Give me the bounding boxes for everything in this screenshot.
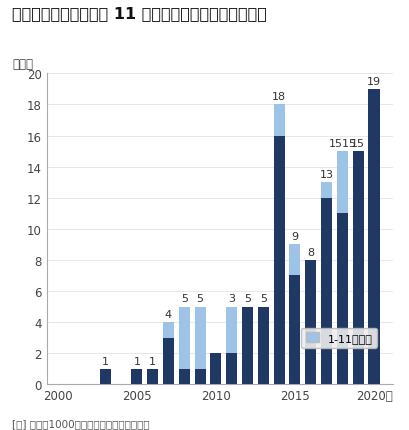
Bar	[258, 307, 269, 384]
Bar	[226, 307, 237, 353]
Text: 4: 4	[165, 309, 172, 319]
Text: 1515: 1515	[328, 139, 356, 149]
Bar	[163, 322, 174, 338]
Bar	[179, 369, 190, 384]
Text: ネイルサロンの倒産は 11 月時点で既に過去最多を更新: ネイルサロンの倒産は 11 月時点で既に過去最多を更新	[12, 6, 267, 22]
Bar	[369, 90, 380, 384]
Bar	[337, 152, 348, 214]
Bar	[163, 338, 174, 384]
Bar	[147, 369, 158, 384]
Text: 3: 3	[228, 294, 235, 304]
Bar	[100, 369, 111, 384]
Text: 1: 1	[149, 356, 156, 365]
Text: 9: 9	[291, 232, 299, 242]
Text: 5: 5	[197, 294, 204, 304]
Bar	[195, 369, 206, 384]
Bar	[195, 307, 206, 369]
Bar	[274, 136, 285, 384]
Text: 8: 8	[307, 247, 315, 257]
Text: 1: 1	[133, 356, 140, 365]
Text: （件）: （件）	[12, 58, 33, 71]
Legend: 1-11月累計: 1-11月累計	[301, 328, 377, 348]
Bar	[274, 105, 285, 136]
Bar	[131, 369, 142, 384]
Text: 5: 5	[181, 294, 188, 304]
Bar	[290, 276, 301, 384]
Bar	[179, 307, 190, 369]
Bar	[353, 152, 364, 384]
Bar	[210, 353, 221, 384]
Text: 5: 5	[260, 294, 267, 304]
Bar	[305, 260, 316, 384]
Bar	[337, 214, 348, 384]
Bar	[290, 245, 301, 276]
Bar	[321, 198, 332, 384]
Text: 15: 15	[351, 139, 365, 149]
Text: [注] 負債額1000万円以上の法的整理が対象: [注] 負債額1000万円以上の法的整理が対象	[12, 418, 150, 428]
Bar	[242, 307, 253, 384]
Bar	[321, 183, 332, 198]
Text: 1: 1	[102, 356, 109, 365]
Bar	[226, 353, 237, 384]
Text: 18: 18	[272, 92, 286, 102]
Text: 19: 19	[367, 77, 381, 87]
Text: 13: 13	[319, 170, 334, 180]
Text: 5: 5	[244, 294, 251, 304]
